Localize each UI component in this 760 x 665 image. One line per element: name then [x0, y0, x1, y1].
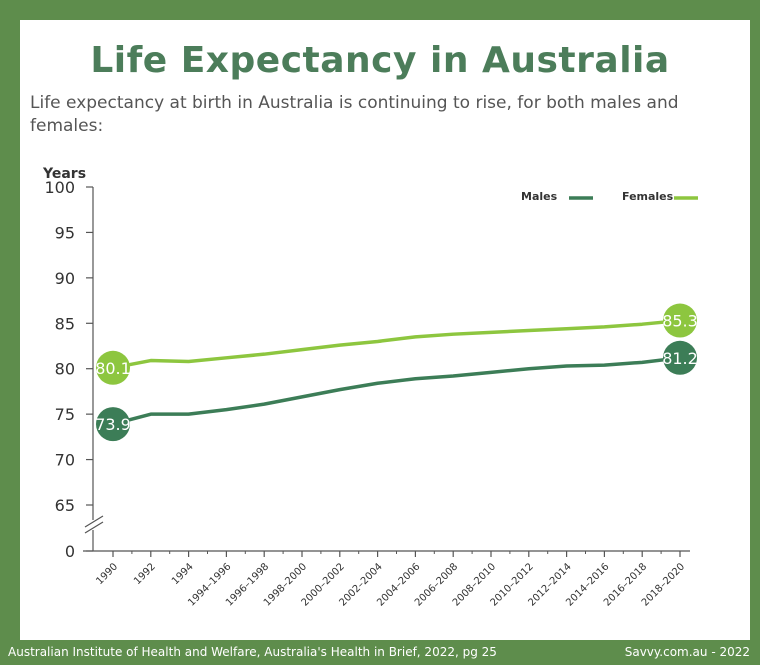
series-line-females — [112, 318, 681, 370]
credit-note: Savvy.com.au - 2022 — [624, 645, 750, 659]
y-tick-label: 65 — [55, 496, 75, 515]
males-point-marker — [96, 407, 130, 442]
legend-label-males: Males — [521, 190, 558, 203]
chart-panel — [20, 20, 750, 640]
x-tick-label: 1992 — [132, 561, 158, 587]
y-tick-label: 100 — [44, 178, 75, 197]
page-subtitle: Life expectancy at birth in Australia is… — [30, 93, 679, 136]
y-tick-label: 95 — [55, 223, 75, 242]
legend-label-females: Females — [622, 190, 674, 203]
axis-break-mark — [84, 515, 104, 528]
y-tick-label: 80 — [55, 360, 75, 379]
males-data-label: 81.2 — [662, 349, 698, 368]
females-data-label: 80.1 — [95, 359, 131, 378]
x-tick-label: 1990 — [94, 561, 120, 587]
y-tick-label: 0 — [65, 542, 75, 561]
x-tick-label: 1994 — [170, 561, 196, 587]
females-point-marker — [96, 350, 130, 385]
series-line-males — [112, 356, 681, 426]
source-note: Australian Institute of Health and Welfa… — [8, 645, 497, 659]
y-axis-label: Years — [42, 166, 86, 182]
y-tick-label: 90 — [55, 269, 75, 288]
page-title: Life Expectancy in Australia — [90, 40, 670, 81]
y-tick-label: 75 — [55, 405, 75, 424]
axis-break-mark — [84, 521, 104, 534]
females-point-marker — [663, 303, 697, 338]
y-tick-label: 85 — [55, 314, 75, 333]
males-data-label: 73.9 — [95, 415, 131, 434]
females-data-label: 85.3 — [662, 312, 698, 331]
y-tick-label: 70 — [55, 451, 75, 470]
males-point-marker — [663, 340, 697, 375]
